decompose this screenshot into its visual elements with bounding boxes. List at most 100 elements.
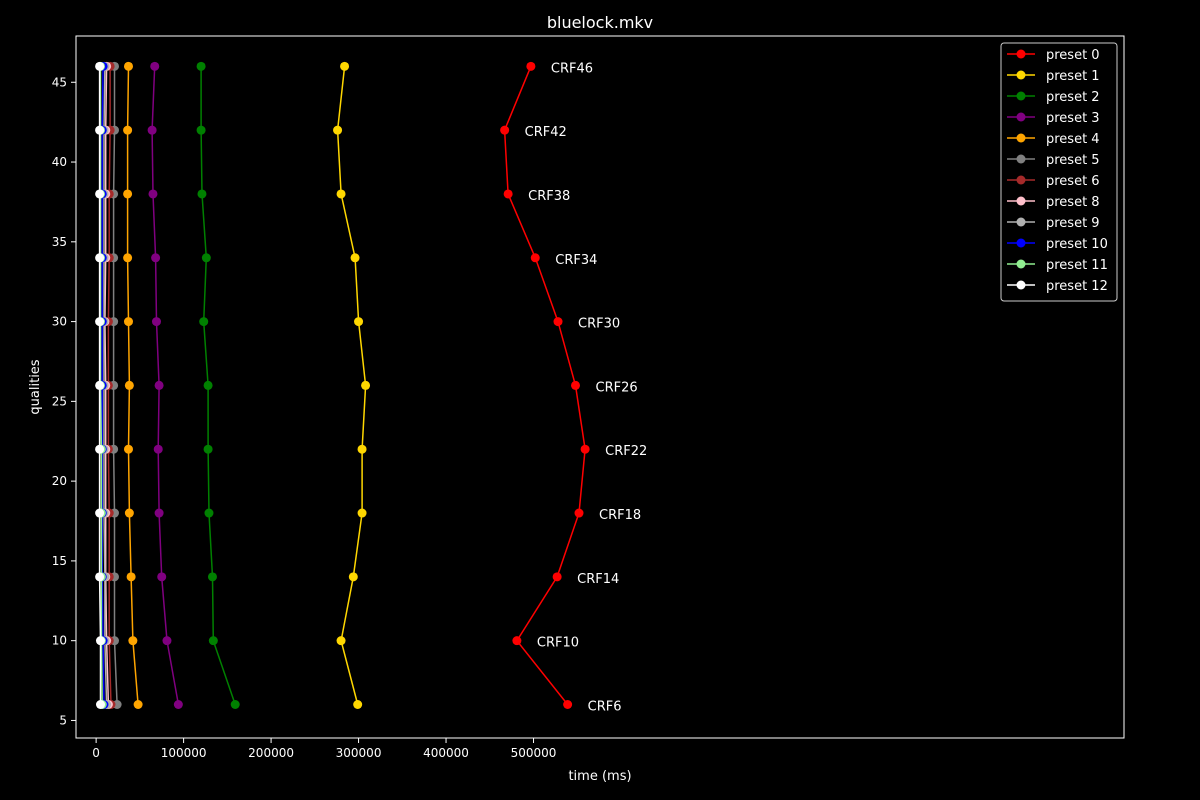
plot-frame bbox=[75, 35, 1125, 739]
legend-item: preset 3 bbox=[1007, 111, 1100, 126]
crf-label: CRF26 bbox=[596, 380, 638, 395]
legend-item: preset 6 bbox=[1007, 174, 1100, 189]
data-point bbox=[333, 125, 343, 135]
data-point bbox=[530, 253, 540, 263]
crf-label: CRF30 bbox=[578, 317, 620, 332]
data-point bbox=[340, 61, 350, 71]
legend-label: preset 10 bbox=[1046, 237, 1108, 252]
data-point bbox=[336, 189, 346, 199]
y-tick-label: 5 bbox=[59, 713, 67, 727]
x-tick-label: 100000 bbox=[161, 746, 207, 760]
legend-item: preset 12 bbox=[1007, 279, 1108, 294]
legend-label: preset 9 bbox=[1046, 216, 1100, 231]
legend-item: preset 2 bbox=[1007, 90, 1100, 105]
data-point bbox=[196, 61, 206, 71]
legend-item: preset 11 bbox=[1007, 258, 1108, 273]
legend-swatch-marker bbox=[1016, 175, 1026, 185]
y-tick-label: 25 bbox=[52, 394, 67, 408]
data-point bbox=[124, 380, 134, 390]
data-point bbox=[128, 636, 138, 646]
series-preset-12 bbox=[95, 61, 105, 709]
data-point bbox=[574, 508, 584, 518]
data-point bbox=[173, 699, 183, 709]
crf-label: CRF14 bbox=[577, 572, 619, 587]
legend-swatch-marker bbox=[1016, 259, 1026, 269]
data-point bbox=[553, 317, 563, 327]
data-point bbox=[95, 189, 105, 199]
crf-label: CRF38 bbox=[528, 189, 570, 204]
crf-label: CRF10 bbox=[537, 636, 579, 651]
data-point bbox=[208, 636, 218, 646]
data-point bbox=[154, 508, 164, 518]
data-point bbox=[95, 444, 105, 454]
x-tick-label: 400000 bbox=[423, 746, 469, 760]
y-tick-label: 30 bbox=[52, 315, 67, 329]
legend-swatch-marker bbox=[1016, 217, 1026, 227]
crf-label: CRF46 bbox=[551, 61, 593, 76]
data-point bbox=[207, 572, 217, 582]
data-point bbox=[95, 699, 105, 709]
x-tick-label: 0 bbox=[92, 746, 100, 760]
data-point bbox=[95, 253, 105, 263]
data-point bbox=[95, 317, 105, 327]
data-point bbox=[199, 317, 209, 327]
data-point bbox=[357, 444, 367, 454]
data-point bbox=[124, 508, 134, 518]
data-point bbox=[580, 444, 590, 454]
series-preset-3 bbox=[147, 61, 183, 709]
data-point bbox=[196, 125, 206, 135]
data-point bbox=[95, 61, 105, 71]
legend-item: preset 8 bbox=[1007, 195, 1100, 210]
legend-swatch-marker bbox=[1016, 49, 1026, 59]
legend-label: preset 11 bbox=[1046, 258, 1108, 273]
legend-item: preset 0 bbox=[1007, 48, 1100, 63]
data-point bbox=[147, 125, 157, 135]
data-point bbox=[150, 61, 160, 71]
legend-swatch-marker bbox=[1016, 238, 1026, 248]
y-axis-label: qualities bbox=[28, 359, 43, 414]
data-point bbox=[203, 380, 213, 390]
crf-label: CRF18 bbox=[599, 508, 641, 523]
legend-label: preset 6 bbox=[1046, 174, 1100, 189]
data-point bbox=[503, 189, 513, 199]
x-axis: 0 100000 200000 300000 400000 500000 bbox=[92, 738, 556, 760]
data-point bbox=[123, 317, 133, 327]
data-point bbox=[95, 572, 105, 582]
legend: preset 0 preset 1 preset 2 preset 3 preset 4… bbox=[1000, 42, 1118, 302]
series-preset-4 bbox=[123, 61, 143, 709]
x-axis-label: time (ms) bbox=[568, 769, 631, 784]
data-point bbox=[204, 508, 214, 518]
legend-label: preset 4 bbox=[1046, 132, 1100, 147]
data-point bbox=[123, 125, 133, 135]
data-point bbox=[512, 636, 522, 646]
data-point bbox=[361, 380, 371, 390]
data-point bbox=[526, 61, 536, 71]
series-preset-2 bbox=[196, 61, 240, 709]
data-point bbox=[151, 317, 161, 327]
y-tick-label: 20 bbox=[52, 474, 67, 488]
legend-label: preset 8 bbox=[1046, 195, 1100, 210]
y-tick-label: 35 bbox=[52, 235, 67, 249]
legend-swatch-marker bbox=[1016, 133, 1026, 143]
legend-label: preset 12 bbox=[1046, 279, 1108, 294]
data-point bbox=[151, 253, 161, 263]
data-point bbox=[126, 572, 136, 582]
crf-labels: CRF6 CRF10 CRF14 CRF18 CRF22 CRF26 CRF30 CRF34 C… bbox=[525, 61, 648, 714]
data-point bbox=[357, 508, 367, 518]
data-point bbox=[148, 189, 158, 199]
data-point bbox=[95, 508, 105, 518]
legend-item: preset 4 bbox=[1007, 132, 1100, 147]
crf-label: CRF42 bbox=[525, 125, 567, 140]
legend-item: preset 10 bbox=[1007, 237, 1108, 252]
legend-item: preset 1 bbox=[1007, 69, 1100, 84]
crf-label: CRF34 bbox=[555, 253, 597, 268]
data-point bbox=[123, 253, 133, 263]
chart-title: bluelock.mkv bbox=[547, 13, 653, 32]
series-preset-1 bbox=[333, 61, 371, 709]
legend-item: preset 5 bbox=[1007, 153, 1100, 168]
data-point bbox=[563, 699, 573, 709]
data-point bbox=[123, 444, 133, 454]
y-tick-label: 15 bbox=[52, 554, 67, 568]
data-point bbox=[95, 125, 105, 135]
